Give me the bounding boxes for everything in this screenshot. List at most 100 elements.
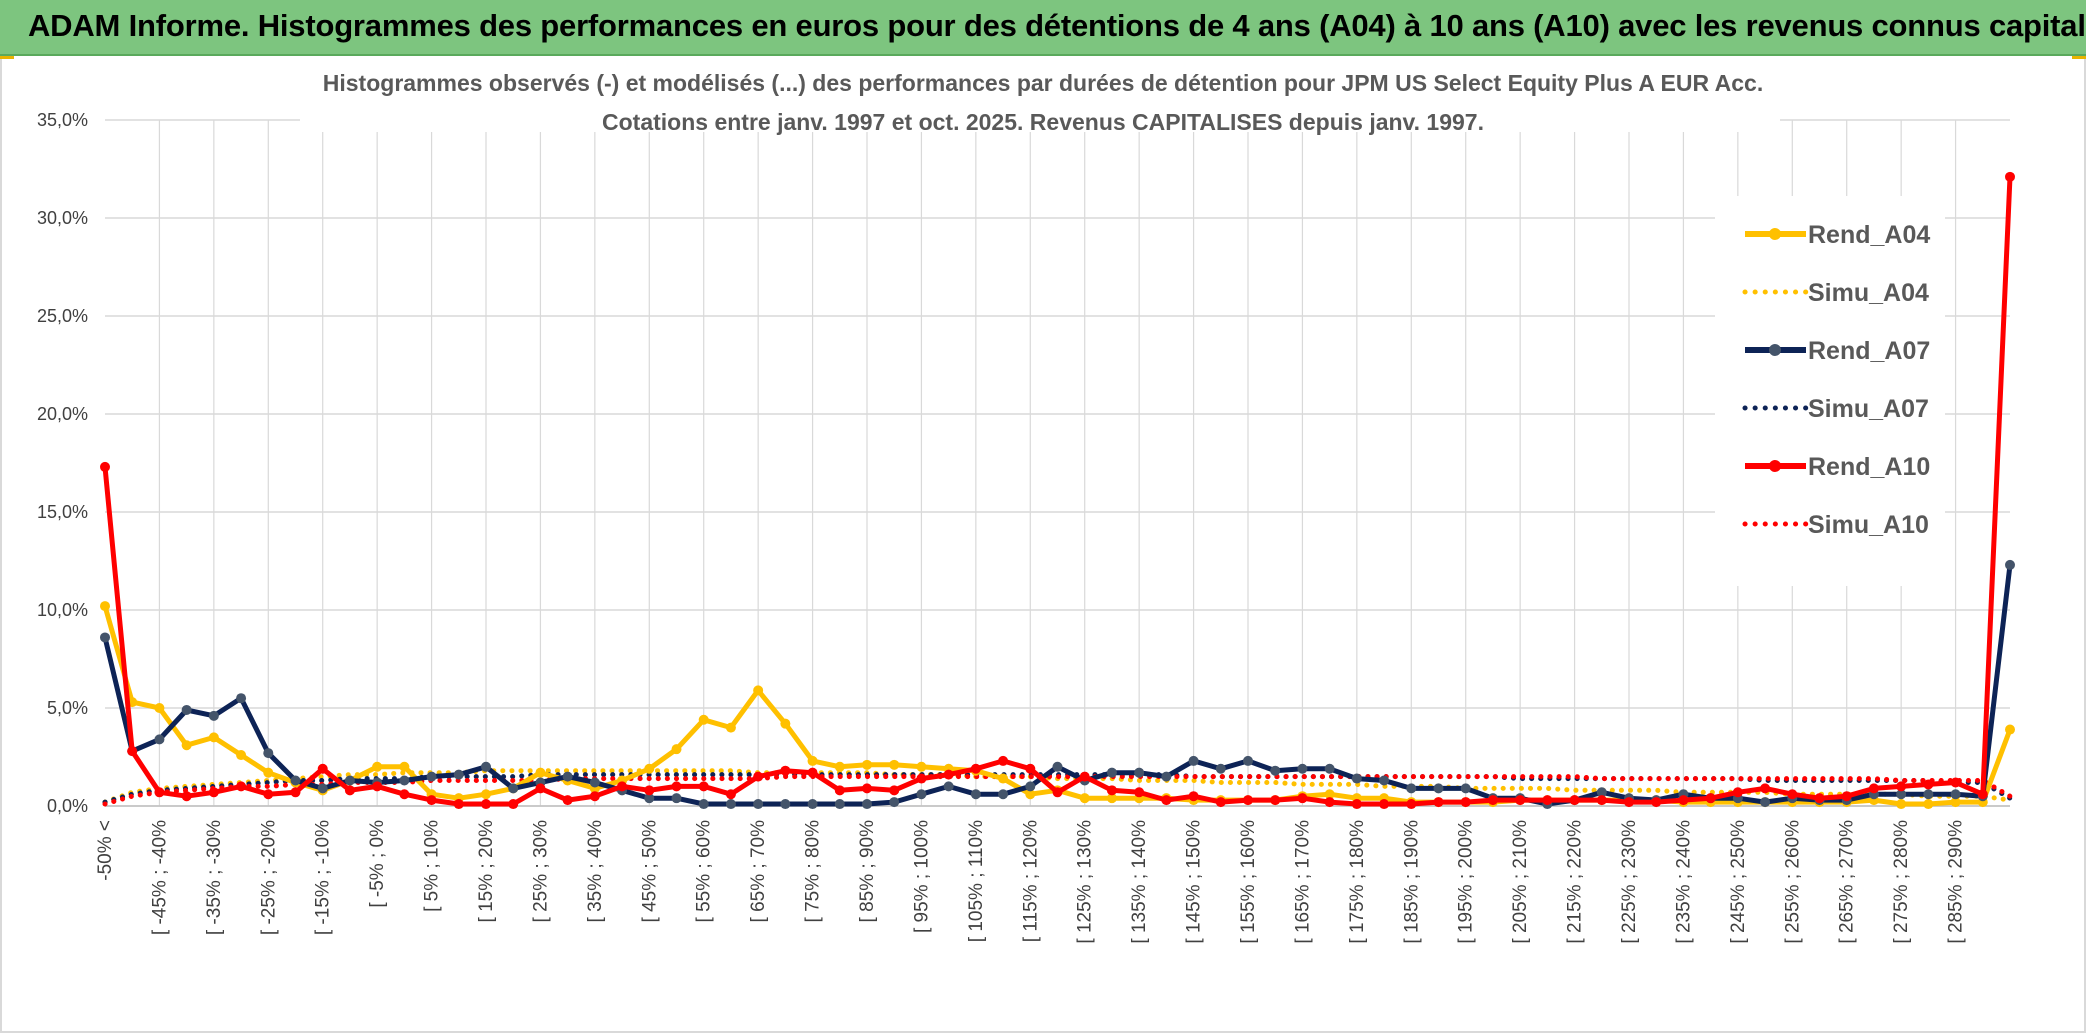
point-rend-a10: [263, 789, 274, 800]
point-rend-a04: [535, 767, 546, 778]
point-rend-a10: [1705, 793, 1716, 804]
point-rend-a10: [753, 771, 764, 782]
x-tick-label: [ 65% ; 70%: [748, 820, 769, 923]
point-rend-a07: [943, 781, 954, 792]
x-tick-label: [ 165% ; 170%: [1292, 820, 1313, 944]
x-tick-label: [ 245% ; 250%: [1728, 820, 1749, 944]
point-rend-a07: [1433, 783, 1444, 794]
point-rend-a10: [1651, 797, 1662, 808]
x-tick-label: [ 145% ; 150%: [1184, 820, 1205, 944]
x-tick-label: [ 115% ; 120%: [1020, 820, 1041, 942]
point-rend-a04: [916, 761, 927, 772]
point-rend-a10: [1188, 791, 1199, 802]
point-rend-a07: [1052, 761, 1063, 772]
legend-label: Simu_A07: [1808, 395, 1929, 423]
point-rend-a07: [481, 761, 491, 772]
x-tick-label: [ -15% ; -10%: [313, 820, 334, 935]
point-rend-a07: [344, 775, 355, 786]
point-rend-a10: [1460, 797, 1471, 808]
x-tick-label: [ -25% ; -20%: [258, 820, 279, 935]
point-rend-a07: [100, 632, 110, 643]
point-rend-a10: [1324, 797, 1335, 808]
point-rend-a10: [1052, 787, 1063, 798]
x-tick-label: [ 275% ; 280%: [1891, 820, 1912, 944]
point-rend-a07: [698, 799, 709, 810]
x-tick-label: [ 265% ; 270%: [1837, 820, 1858, 944]
point-rend-a10: [671, 781, 682, 792]
point-rend-a07: [399, 775, 410, 786]
point-rend-a04: [236, 750, 247, 761]
x-tick-label: [ -45% ; -40%: [149, 820, 170, 935]
point-rend-a07: [780, 799, 791, 810]
point-rend-a10: [290, 787, 301, 798]
point-rend-a07: [453, 769, 464, 780]
series-line-simu-a10: [102, 774, 2013, 807]
point-rend-a07: [1324, 763, 1335, 774]
x-tick-label: [ -35% ; -30%: [204, 820, 225, 935]
point-rend-a07: [916, 789, 927, 800]
point-rend-a10: [1161, 795, 1172, 806]
point-rend-a07: [1243, 755, 1253, 766]
point-rend-a10: [1243, 795, 1253, 806]
point-rend-a07: [263, 748, 274, 759]
x-tick-label: [ 255% ; 260%: [1782, 820, 1803, 944]
y-tick-label: 15,0%: [37, 502, 88, 522]
point-rend-a07: [1025, 781, 1036, 792]
point-rend-a07: [1106, 767, 1117, 778]
y-tick-label: 30,0%: [37, 208, 88, 228]
point-rend-a10: [1678, 795, 1689, 806]
y-tick-label: 5,0%: [47, 698, 88, 718]
point-rend-a07: [807, 799, 818, 810]
x-tick-label: [ 155% ; 160%: [1238, 820, 1259, 944]
point-rend-a10: [453, 799, 464, 810]
point-rend-a10: [2005, 171, 2015, 182]
chart-subtitle: Cotations entre janv. 1997 et oct. 2025.…: [602, 109, 1484, 135]
chart-title: Histogrammes observés (-) et modélisés (…: [323, 70, 1763, 96]
point-rend-a07: [1760, 797, 1771, 808]
corner-accent-right: [2072, 56, 2086, 59]
point-rend-a10: [1977, 789, 1988, 800]
point-rend-a04: [862, 759, 872, 770]
point-rend-a10: [181, 791, 192, 802]
point-rend-a10: [1433, 797, 1444, 808]
point-rend-a10: [562, 795, 573, 806]
point-rend-a07: [1215, 763, 1226, 774]
x-tick-label: [ 185% ; 190%: [1401, 820, 1422, 944]
legend-box: [1715, 196, 1945, 586]
point-rend-a07: [589, 777, 600, 788]
point-rend-a07: [1161, 771, 1172, 782]
point-rend-a04: [208, 732, 219, 743]
point-rend-a04: [1025, 789, 1036, 800]
x-tick-label: -50% <: [95, 820, 116, 881]
x-tick-label: [ 285% ; 290%: [1946, 820, 1967, 944]
point-rend-a10: [589, 791, 600, 802]
x-tick-label: [ 95% ; 100%: [911, 820, 932, 933]
point-rend-a04: [725, 722, 736, 733]
corner-accent-left: [0, 56, 14, 59]
point-rend-a07: [1923, 789, 1934, 800]
point-rend-a10: [508, 799, 519, 810]
point-rend-a07: [970, 789, 981, 800]
point-rend-a10: [1542, 795, 1553, 806]
point-rend-a10: [236, 781, 247, 792]
point-rend-a10: [1569, 795, 1580, 806]
x-tick-label: [ 85% ; 90%: [857, 820, 878, 923]
point-rend-a10: [889, 785, 900, 796]
point-rend-a04: [780, 718, 791, 729]
point-rend-a10: [127, 746, 138, 757]
point-rend-a07: [1351, 773, 1362, 784]
point-rend-a10: [780, 765, 791, 776]
point-rend-a07: [290, 775, 301, 786]
y-tick-label: 20,0%: [37, 404, 88, 424]
legend-marker: [1769, 228, 1781, 240]
point-rend-a04: [263, 767, 274, 778]
x-tick-label: [ 235% ; 240%: [1673, 820, 1694, 944]
x-tick-label: [ 75% ; 80%: [803, 820, 824, 923]
point-rend-a07: [1896, 789, 1907, 800]
point-rend-a10: [154, 787, 165, 798]
point-rend-a04: [1896, 799, 1907, 810]
legend-marker: [1769, 344, 1781, 356]
point-rend-a10: [1379, 799, 1390, 810]
point-rend-a10: [1079, 771, 1090, 782]
point-rend-a04: [2005, 724, 2015, 735]
